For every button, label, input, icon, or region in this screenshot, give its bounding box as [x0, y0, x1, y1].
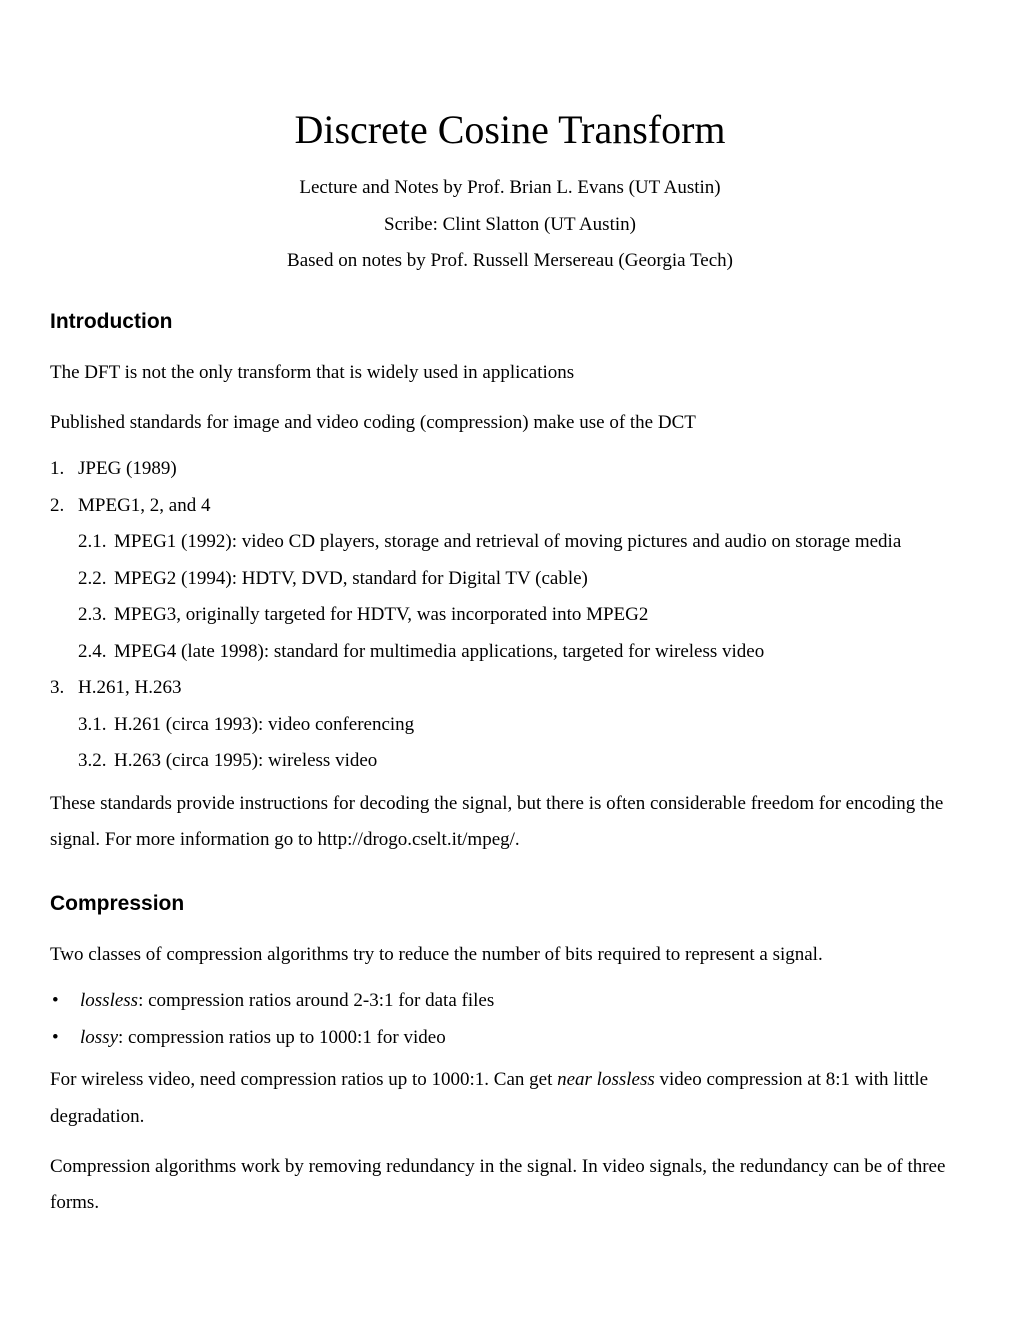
list-item: 1. JPEG (1989) — [50, 455, 970, 484]
bullet-text: lossy: compression ratios up to 1000:1 f… — [80, 1024, 446, 1053]
intro-paragraph-2: Published standards for image and video … — [50, 405, 970, 441]
compression-paragraph-1: Two classes of compression algorithms tr… — [50, 937, 970, 973]
list-number: 2.3. — [78, 601, 114, 630]
list-number: 2. — [50, 492, 78, 521]
compression-paragraph-3: Compression algorithms work by removing … — [50, 1149, 970, 1221]
bullet-text: lossless: compression ratios around 2-3:… — [80, 987, 494, 1016]
list-text: JPEG (1989) — [78, 455, 177, 484]
list-number: 1. — [50, 455, 78, 484]
bullet-rest: : compression ratios around 2-3:1 for da… — [138, 990, 494, 1011]
list-text: H.263 (circa 1995): wireless video — [114, 747, 377, 776]
list-subitem: 2.2. MPEG2 (1994): HDTV, DVD, standard f… — [78, 565, 970, 594]
compression-paragraph-2: For wireless video, need compression rat… — [50, 1062, 970, 1134]
subtitle-scribe: Scribe: Clint Slatton (UT Austin) — [50, 211, 970, 240]
list-number: 3. — [50, 674, 78, 703]
heading-introduction: Introduction — [50, 306, 970, 338]
list-number: 3.1. — [78, 711, 114, 740]
list-text: MPEG4 (late 1998): standard for multimed… — [114, 638, 764, 667]
list-text: MPEG2 (1994): HDTV, DVD, standard for Di… — [114, 565, 588, 594]
list-number: 2.4. — [78, 638, 114, 667]
list-text: MPEG3, originally targeted for HDTV, was… — [114, 601, 648, 630]
compression-bullet-list: • lossless: compression ratios around 2-… — [50, 987, 970, 1052]
list-item: 3. H.261, H.263 — [50, 674, 970, 703]
list-subitem: 3.1. H.261 (circa 1993): video conferenc… — [78, 711, 970, 740]
document-title: Discrete Cosine Transform — [50, 100, 970, 160]
list-text: H.261 (circa 1993): video conferencing — [114, 711, 414, 740]
bullet-term: lossy — [80, 1027, 118, 1048]
list-subitem: 2.4. MPEG4 (late 1998): standard for mul… — [78, 638, 970, 667]
list-number: 3.2. — [78, 747, 114, 776]
p2-italic: near lossless — [557, 1069, 655, 1090]
bullet-item: • lossless: compression ratios around 2-… — [50, 987, 970, 1016]
bullet-rest: : compression ratios up to 1000:1 for vi… — [118, 1027, 446, 1048]
intro-paragraph-1: The DFT is not the only transform that i… — [50, 355, 970, 391]
subtitle-basedon: Based on notes by Prof. Russell Merserea… — [50, 247, 970, 276]
list-item: 2. MPEG1, 2, and 4 — [50, 492, 970, 521]
subtitle-author: Lecture and Notes by Prof. Brian L. Evan… — [50, 174, 970, 203]
list-number: 2.2. — [78, 565, 114, 594]
bullet-icon: • — [50, 1024, 80, 1053]
intro-paragraph-3: These standards provide instructions for… — [50, 786, 970, 858]
list-text: MPEG1, 2, and 4 — [78, 492, 210, 521]
p2-pre: For wireless video, need compression rat… — [50, 1069, 557, 1090]
heading-compression: Compression — [50, 888, 970, 920]
list-text: H.261, H.263 — [78, 674, 181, 703]
list-subitem: 2.3. MPEG3, originally targeted for HDTV… — [78, 601, 970, 630]
bullet-term: lossless — [80, 990, 138, 1011]
list-text: MPEG1 (1992): video CD players, storage … — [114, 528, 901, 557]
list-number: 2.1. — [78, 528, 114, 557]
bullet-item: • lossy: compression ratios up to 1000:1… — [50, 1024, 970, 1053]
standards-list: 1. JPEG (1989) 2. MPEG1, 2, and 4 2.1. M… — [50, 455, 970, 776]
list-subitem: 3.2. H.263 (circa 1995): wireless video — [78, 747, 970, 776]
bullet-icon: • — [50, 987, 80, 1016]
list-subitem: 2.1. MPEG1 (1992): video CD players, sto… — [78, 528, 970, 557]
